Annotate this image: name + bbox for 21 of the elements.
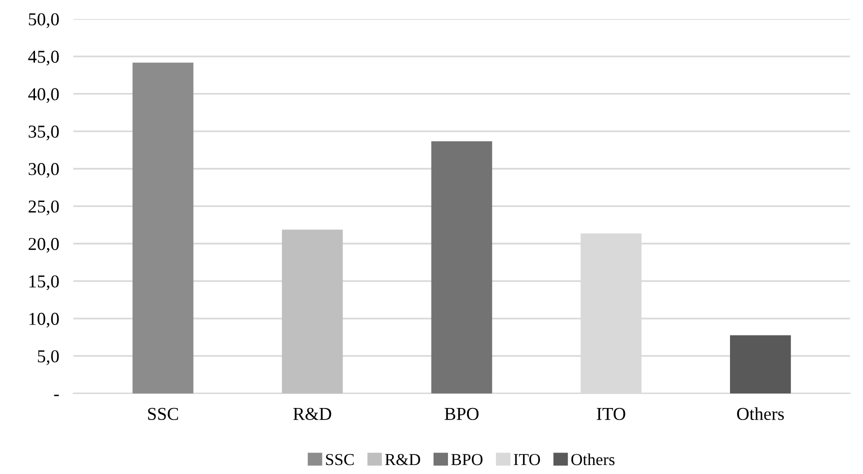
y-tick-label: 30,0 [28,163,59,178]
y-tick-label: - [54,394,59,396]
y-tick-label: 45,0 [28,50,59,66]
y-tick-label: 35,0 [28,126,59,140]
y-tick-label: 20,0 [28,238,59,253]
legend-label: Others [571,453,614,466]
y-tick-label: 40,0 [28,88,59,103]
x-tick-label: BPO [444,408,479,420]
legend-label: ITO [514,454,540,466]
legend-label: BPO [451,454,482,466]
y-tick-label: 15,0 [29,275,59,290]
y-tick-label: 10,0 [29,312,59,328]
x-tick-label: SSC [148,408,178,420]
x-tick-label: ITO [596,408,626,420]
legend-label: R&D [385,454,420,466]
y-tick-label: 25,0 [28,200,59,216]
y-tick-label: 5,0 [38,350,59,366]
x-tick-label: R&D [293,408,332,420]
legend-label: SSC [326,454,354,466]
x-tick-label: Others [737,407,784,420]
y-tick-label: 50,0 [28,13,59,28]
